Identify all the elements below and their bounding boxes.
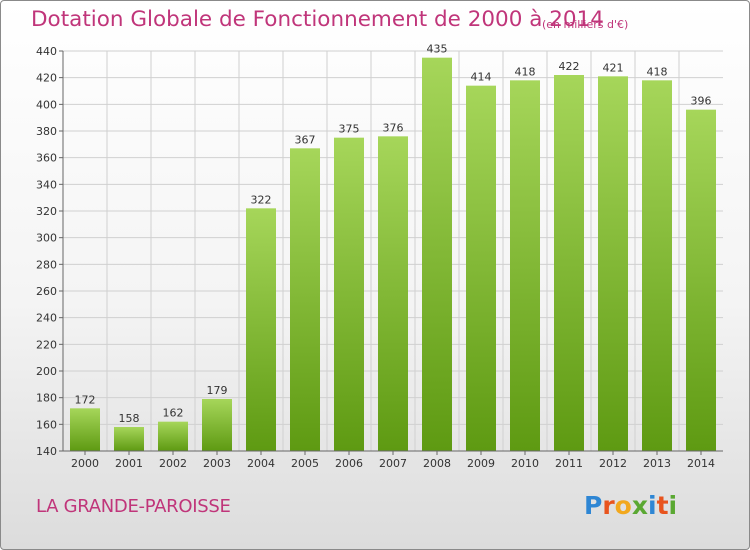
logo-letter: r (602, 491, 615, 520)
value-label-2009: 414 (471, 71, 492, 84)
logo-letter: o (614, 491, 632, 520)
value-label-2013: 418 (647, 65, 668, 78)
labels: 140 160 180 200 220 240 260 280 300 320 340 360 380 4… (36, 43, 715, 470)
x-tick-label-2008: 2008 (423, 457, 451, 470)
x-tick-label-2011: 2011 (555, 457, 583, 470)
x-tick-label-2003: 2003 (203, 457, 231, 470)
commune-name: LA GRANDE-PAROISSE (36, 496, 231, 517)
logo-letter: i (668, 491, 678, 520)
value-label-2012: 421 (603, 61, 624, 74)
y-tick-label: 320 (36, 205, 57, 218)
bar-2005 (290, 148, 320, 452)
bar-2004 (246, 208, 276, 451)
x-tick-label-2005: 2005 (291, 457, 319, 470)
bar-2008 (422, 57, 452, 452)
x-tick-label-2006: 2006 (335, 457, 363, 470)
x-tick-label-2000: 2000 (71, 457, 99, 470)
chart-title: Dotation Globale de Fonctionnement de 20… (31, 7, 604, 32)
bar-2010 (510, 80, 540, 451)
proxiti-logo: Proxiti (584, 491, 677, 520)
value-label-2014: 396 (691, 95, 712, 108)
x-tick-label-2007: 2007 (379, 457, 407, 470)
bar-2009 (466, 85, 496, 452)
bar-2001 (114, 427, 144, 451)
value-label-2004: 322 (251, 193, 272, 206)
y-tick-label: 200 (36, 365, 57, 378)
bar-2011 (554, 75, 584, 451)
y-tick-label: 300 (36, 232, 57, 245)
x-tick-label-2010: 2010 (511, 457, 539, 470)
y-tick-label: 340 (36, 178, 57, 191)
bar-2012 (598, 76, 628, 451)
logo-letter: i (648, 491, 657, 520)
x-tick-label-2004: 2004 (247, 457, 275, 470)
y-tick-label: 240 (36, 312, 57, 325)
y-tick-label: 180 (36, 392, 57, 405)
value-label-2000: 172 (75, 393, 96, 406)
value-label-2011: 422 (559, 60, 580, 73)
bar-2002 (158, 421, 188, 451)
y-tick-label: 160 (36, 418, 57, 431)
x-tick-label-2013: 2013 (643, 457, 671, 470)
x-tick-label-2014: 2014 (687, 457, 715, 470)
value-label-2005: 367 (295, 133, 316, 146)
y-tick-label: 440 (36, 45, 57, 58)
bar-2013 (642, 80, 672, 451)
x-tick-label-2009: 2009 (467, 457, 495, 470)
logo-letter: P (584, 491, 603, 520)
bar-2003 (202, 399, 232, 451)
logo-letter: t (656, 491, 669, 520)
y-tick-label: 360 (36, 152, 57, 165)
bar-2014 (686, 109, 716, 452)
bar-2007 (378, 136, 408, 452)
bars (70, 57, 716, 452)
x-tick-label-2012: 2012 (599, 457, 627, 470)
x-tick-label-2001: 2001 (115, 457, 143, 470)
x-tick-label-2002: 2002 (159, 457, 187, 470)
logo-letter: x (631, 491, 648, 520)
value-label-2006: 375 (339, 123, 360, 136)
chart-subtitle: (en milliers d'€) (542, 18, 629, 31)
y-tick-label: 260 (36, 285, 57, 298)
y-tick-label: 140 (36, 445, 57, 458)
value-label-2007: 376 (383, 121, 404, 134)
bar-2006 (334, 137, 364, 451)
axes (59, 50, 723, 455)
y-tick-label: 400 (36, 98, 57, 111)
value-label-2002: 162 (163, 407, 184, 420)
y-tick-label: 280 (36, 258, 57, 271)
value-label-2008: 435 (427, 43, 448, 56)
value-label-2003: 179 (207, 384, 228, 397)
bar-2000 (70, 408, 100, 451)
value-label-2010: 418 (515, 65, 536, 78)
y-tick-label: 380 (36, 125, 57, 138)
y-tick-label: 220 (36, 338, 57, 351)
value-label-2001: 158 (119, 412, 140, 425)
y-tick-label: 420 (36, 72, 57, 85)
